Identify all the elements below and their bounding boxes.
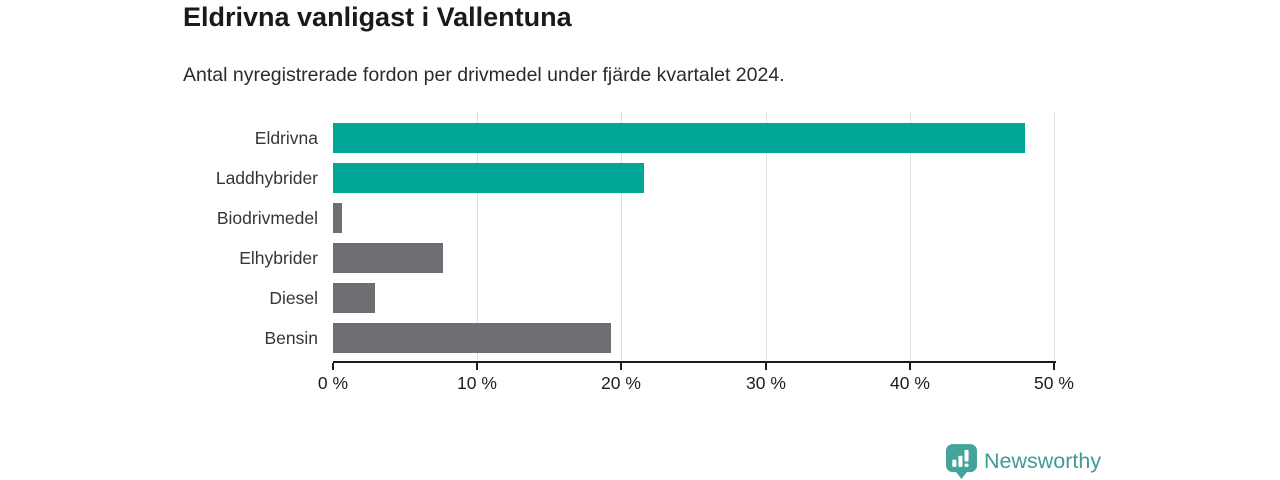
bar-biodrivmedel — [333, 203, 342, 233]
x-axis-tick-label: 50 % — [1034, 373, 1074, 393]
x-axis-tick — [1053, 363, 1055, 370]
gridline — [1054, 112, 1055, 362]
newsworthy-icon — [946, 444, 977, 479]
x-axis-tick — [620, 363, 622, 370]
category-label-eldrivna: Eldrivna — [254, 128, 318, 148]
gridline — [621, 112, 622, 362]
bar-elhybrider — [333, 243, 443, 273]
x-axis-tick-label: 10 % — [457, 373, 497, 393]
x-axis-tick-label: 20 % — [601, 373, 641, 393]
category-label-bensin: Bensin — [264, 328, 318, 348]
bar-bensin — [333, 323, 611, 353]
bar-eldrivna — [333, 123, 1025, 153]
x-axis-tick-label: 0 % — [317, 373, 349, 393]
category-label-diesel: Diesel — [269, 288, 318, 308]
chart-title: Eldrivna vanligast i Vallentuna — [183, 2, 572, 32]
chart-subtitle: Antal nyregistrerade fordon per drivmede… — [183, 64, 785, 86]
bar-diesel — [333, 283, 375, 313]
category-label-laddhybrider: Laddhybrider — [215, 168, 318, 188]
plot-area — [333, 112, 1055, 362]
x-axis-tick — [765, 363, 767, 370]
category-label-elhybrider: Elhybrider — [239, 248, 318, 268]
x-axis-tick — [909, 363, 911, 370]
newsworthy-logo[interactable]: Newsworthy — [946, 444, 1101, 479]
bar-laddhybrider — [333, 163, 644, 193]
category-label-biodrivmedel: Biodrivmedel — [216, 208, 318, 228]
x-axis-tick — [476, 363, 478, 370]
x-axis-line — [333, 361, 1056, 363]
gridline — [766, 112, 767, 362]
newsworthy-brand-text: Newsworthy — [984, 449, 1102, 473]
gridline — [910, 112, 911, 362]
x-axis-tick — [332, 363, 334, 370]
x-axis-tick-label: 30 % — [746, 373, 786, 393]
x-axis-tick-label: 40 % — [890, 373, 930, 393]
gridline — [477, 112, 478, 362]
